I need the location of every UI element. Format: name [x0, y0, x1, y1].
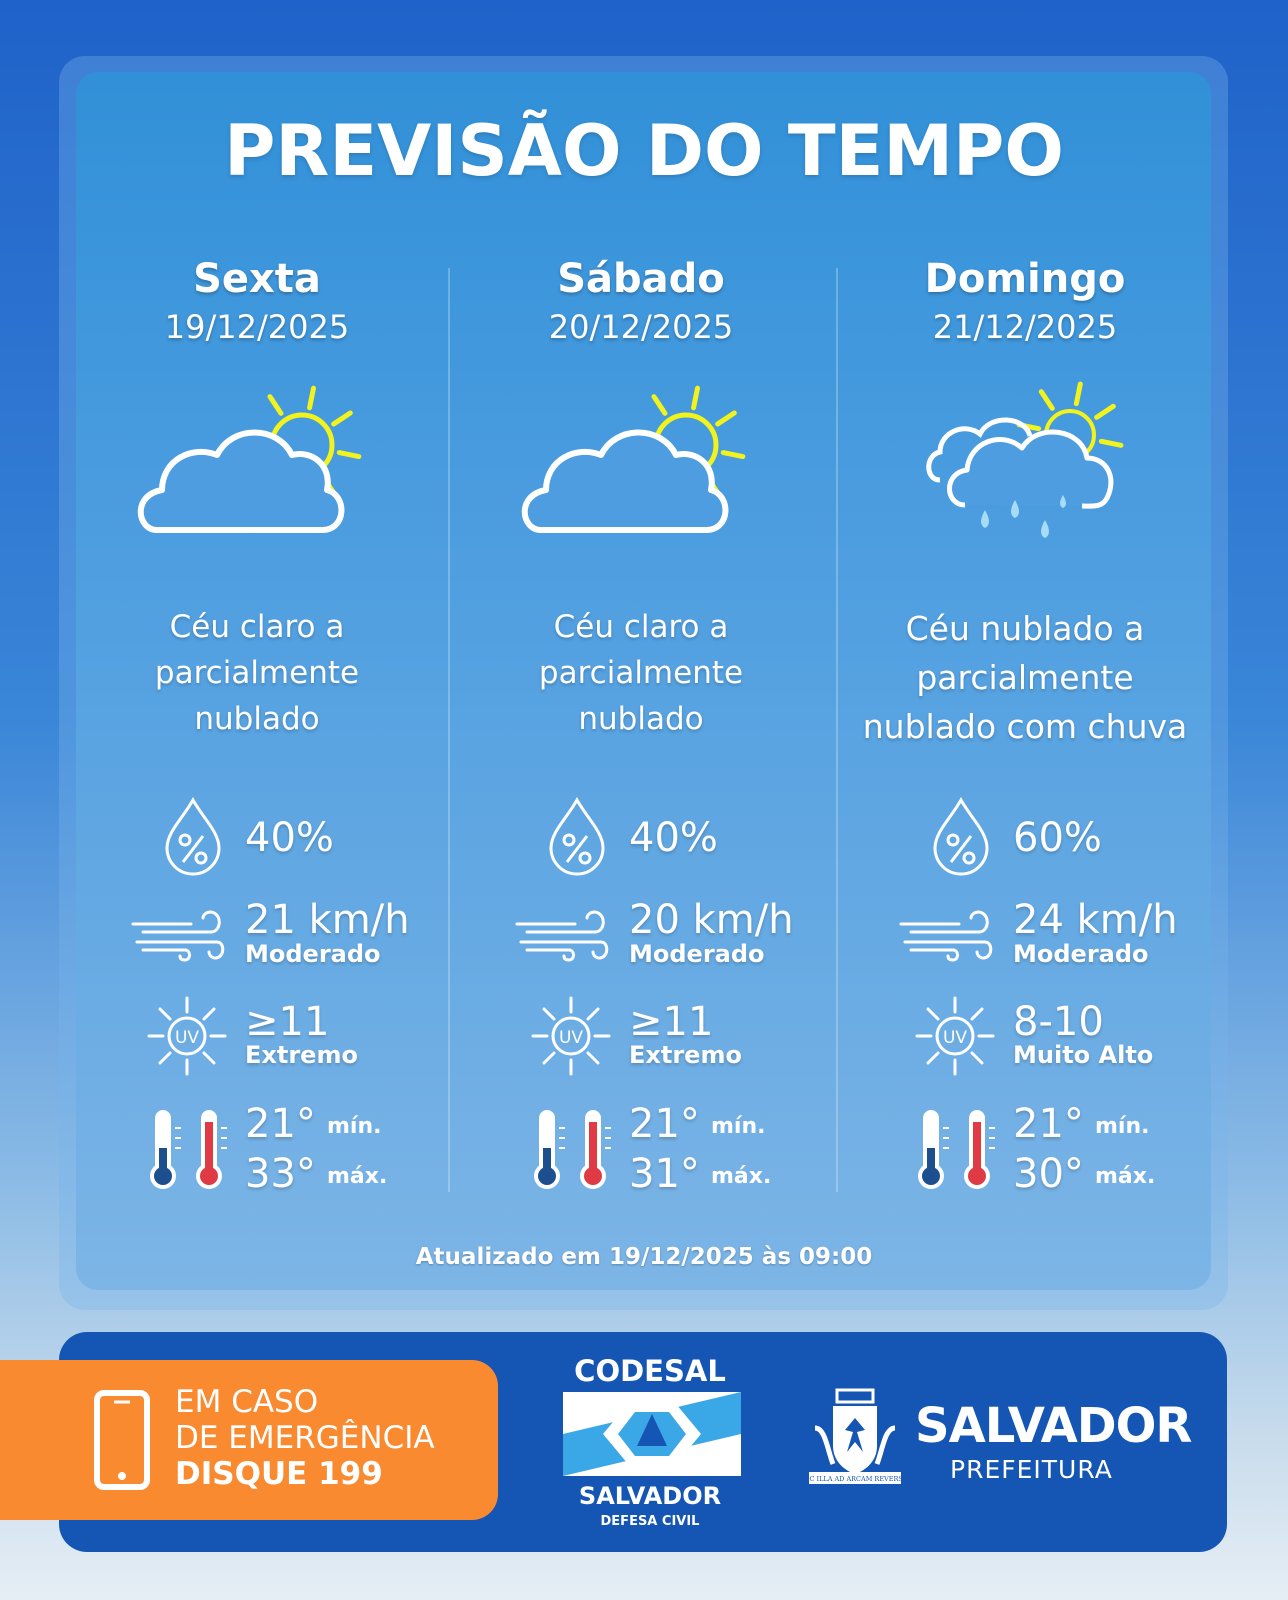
desc-line: Céu claro a	[553, 609, 729, 645]
day-date: 19/12/2025	[164, 308, 350, 346]
desc-line: parcialmente	[538, 655, 744, 691]
thermometer-hot-icon	[196, 1110, 227, 1189]
codesal-defesa-civil: DEFESA CIVIL	[600, 1514, 700, 1529]
codesal-logo	[563, 1392, 741, 1476]
temp-max: 30°	[1013, 1151, 1084, 1197]
wind-level: Moderado	[245, 940, 381, 968]
uv-index: ≥11	[245, 999, 330, 1045]
emergency-banner	[0, 1360, 498, 1520]
emergency-line-1: EM CASO	[175, 1384, 319, 1420]
day-name: Domingo	[924, 256, 1126, 302]
wind-level: Moderado	[1013, 940, 1149, 968]
temp-min: 21°	[629, 1101, 700, 1147]
uv-index: 8-10	[1013, 999, 1104, 1045]
day-date: 20/12/2025	[548, 308, 734, 346]
emergency-phone-number: DISQUE 199	[175, 1456, 383, 1492]
desc-line: nublado	[194, 701, 320, 737]
uv-index: ≥11	[629, 999, 714, 1045]
desc-line: Céu nublado a	[905, 609, 1145, 648]
weather-description: Céu claro a parcialmente nublado	[65, 604, 449, 742]
uv-index-icon: UV	[531, 996, 611, 1076]
svg-text:UV: UV	[559, 1028, 583, 1048]
phone-icon	[94, 1390, 150, 1490]
wind-speed: 21 km/h	[245, 897, 410, 943]
uv-index-icon: UV	[915, 996, 995, 1076]
thermometer-hot-icon	[580, 1110, 611, 1189]
wind-icon	[131, 910, 225, 962]
max-label: máx.	[1095, 1164, 1156, 1189]
rain-chance: 40%	[629, 815, 718, 861]
uv-level: Extremo	[245, 1041, 358, 1069]
updated-timestamp: Atualizado em 19/12/2025 às 09:00	[415, 1244, 873, 1270]
desc-line: nublado com chuva	[862, 707, 1188, 746]
temp-min: 21°	[245, 1101, 316, 1147]
prefeitura-label: PREFEITURA	[950, 1455, 1113, 1484]
min-label: mín.	[711, 1114, 766, 1139]
rain-chance-icon	[933, 796, 989, 876]
thermometer-cold-icon	[534, 1110, 565, 1189]
max-label: máx.	[327, 1164, 388, 1189]
wind-level: Moderado	[629, 940, 765, 968]
thermometer-cold-icon	[150, 1110, 181, 1189]
uv-level: Extremo	[629, 1041, 742, 1069]
temp-max: 33°	[245, 1151, 316, 1197]
wind-speed: 20 km/h	[629, 897, 794, 943]
page-title: PREVISÃO DO TEMPO	[224, 110, 1064, 192]
wind-speed: 24 km/h	[1013, 897, 1178, 943]
svg-text:UV: UV	[175, 1028, 199, 1048]
rain-chance-icon	[549, 796, 605, 876]
rain-chance: 40%	[245, 815, 334, 861]
uv-index-icon: UV	[147, 996, 227, 1076]
temp-min: 21°	[1013, 1101, 1084, 1147]
temp-max: 31°	[629, 1151, 700, 1197]
desc-line: nublado	[578, 701, 704, 737]
prefeitura-salvador: SALVADOR	[915, 1398, 1192, 1454]
svg-text:UV: UV	[943, 1028, 967, 1048]
day-name: Sábado	[557, 256, 725, 302]
max-label: máx.	[711, 1164, 772, 1189]
rain-chance-icon	[165, 796, 221, 876]
wind-icon	[515, 910, 609, 962]
thermometer-cold-icon	[918, 1110, 949, 1189]
codesal-title: CODESAL	[574, 1354, 726, 1388]
desc-line: parcialmente	[154, 655, 360, 691]
coat-of-arms-motto: SIC ILLA AD ARCAM REVERSA	[805, 1475, 905, 1483]
forecast-card	[76, 72, 1211, 1290]
weather-description: Céu nublado a parcialmente nublado com c…	[833, 604, 1217, 751]
rain-cloud-sun-icon	[926, 381, 1124, 538]
day-name: Sexta	[193, 256, 321, 302]
day-date: 21/12/2025	[932, 308, 1118, 346]
column-divider	[836, 268, 838, 1192]
desc-line: Céu claro a	[169, 609, 345, 645]
weather-description: Céu claro a parcialmente nublado	[449, 604, 833, 742]
salvador-coat-of-arms-icon: SIC ILLA AD ARCAM REVERSA	[805, 1388, 905, 1484]
rain-chance: 60%	[1013, 815, 1102, 861]
codesal-salvador: SALVADOR	[578, 1482, 722, 1510]
partly-cloudy-icon	[521, 385, 746, 533]
emergency-line-2: DE EMERGÊNCIA	[175, 1420, 435, 1456]
column-divider	[448, 268, 450, 1192]
min-label: mín.	[327, 1114, 382, 1139]
uv-level: Muito Alto	[1013, 1041, 1154, 1069]
partly-cloudy-icon	[137, 385, 362, 533]
thermometer-hot-icon	[964, 1110, 995, 1189]
min-label: mín.	[1095, 1114, 1150, 1139]
desc-line: parcialmente	[916, 658, 1134, 697]
wind-icon	[899, 910, 993, 962]
